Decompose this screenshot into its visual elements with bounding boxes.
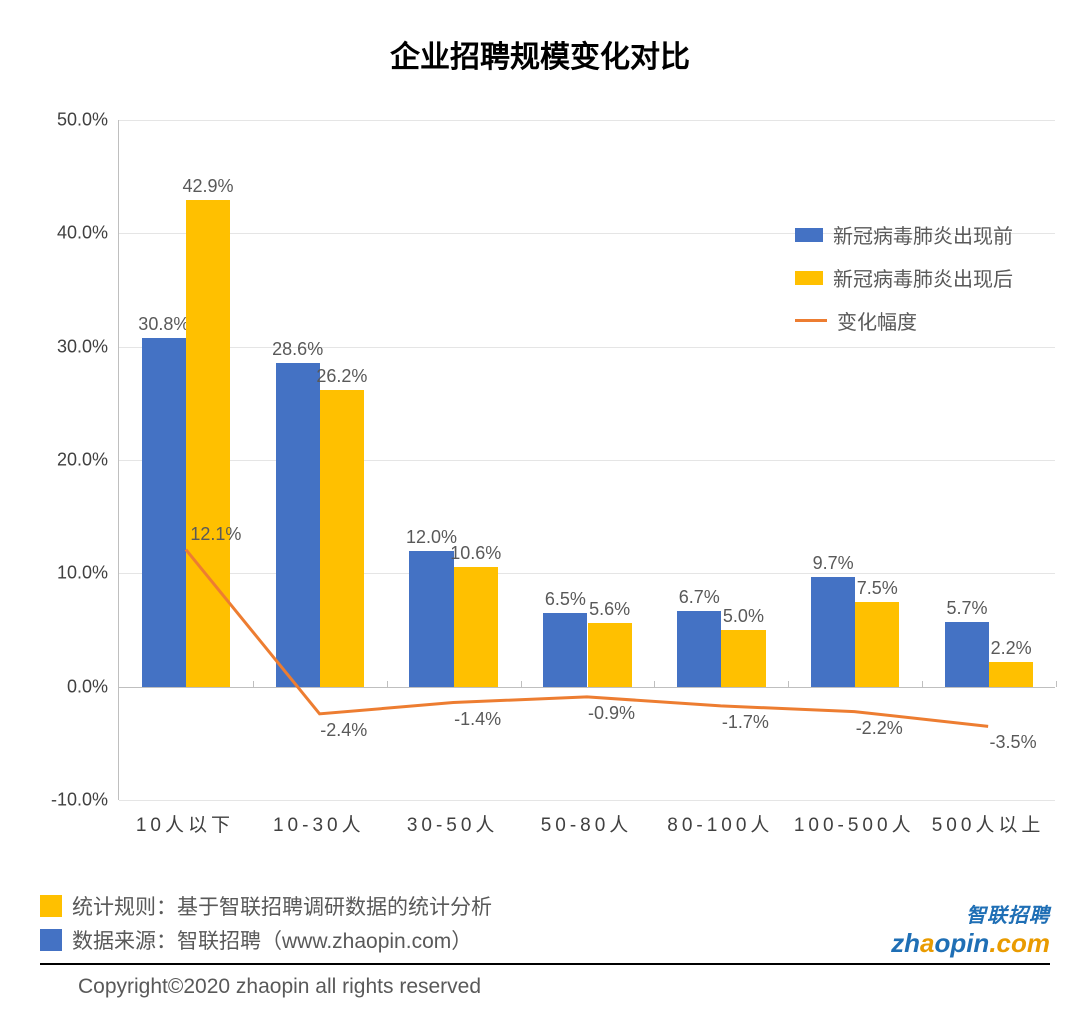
legend-square-swatch <box>795 228 823 242</box>
brand-en: zhaopin.com <box>891 928 1050 959</box>
x-label: 500人以上 <box>932 810 1045 837</box>
bar-label: 6.5% <box>545 589 586 610</box>
line-label: -3.5% <box>990 732 1037 753</box>
x-label: 100-500人 <box>794 810 915 837</box>
line-label: -2.2% <box>856 718 903 739</box>
y-tick: -10.0% <box>51 790 108 811</box>
line-label: -1.4% <box>454 709 501 730</box>
rule-swatch <box>40 895 62 917</box>
bar <box>677 611 721 687</box>
legend-label: 变化幅度 <box>837 306 917 335</box>
line-label: 12.1% <box>190 524 241 545</box>
bar <box>989 662 1033 687</box>
bar <box>811 577 855 687</box>
copyright: Copyright©2020 zhaopin all rights reserv… <box>78 975 481 999</box>
x-label: 80-100人 <box>667 810 773 837</box>
source-swatch <box>40 929 62 951</box>
y-tick: 10.0% <box>57 563 108 584</box>
bar-label: 7.5% <box>857 578 898 599</box>
bar <box>320 390 364 687</box>
bar-label: 26.2% <box>316 366 367 387</box>
legend-item: 新冠病毒肺炎出现前 <box>795 220 1013 249</box>
x-axis-labels: 10人以下 10-30人 30-50人 50-80人 80-100人 100-500人 50… <box>118 800 1055 840</box>
bar-label: 9.7% <box>813 553 854 574</box>
y-axis: -10.0%0.0%10.0%20.0%30.0%40.0%50.0% <box>40 120 118 800</box>
bar-label: 10.6% <box>450 543 501 564</box>
y-tick: 40.0% <box>57 223 108 244</box>
bar <box>543 613 587 687</box>
bar <box>454 567 498 687</box>
bar <box>721 630 765 687</box>
legend-line-swatch <box>795 319 827 322</box>
brand-cn: 智联招聘 <box>891 899 1050 928</box>
x-label: 10人以下 <box>136 810 234 837</box>
legend-label: 新冠病毒肺炎出现后 <box>833 263 1013 292</box>
bar <box>409 551 453 687</box>
x-label: 10-30人 <box>273 810 365 837</box>
footer-divider <box>40 963 1050 965</box>
gridline <box>119 460 1055 461</box>
line-label: -1.7% <box>722 712 769 733</box>
bar-label: 5.6% <box>589 599 630 620</box>
bar-label: 6.7% <box>679 587 720 608</box>
bar <box>276 363 320 687</box>
gridline <box>119 573 1055 574</box>
bar <box>142 338 186 687</box>
bar <box>855 602 899 687</box>
rule-text: 统计规则：基于智联招聘调研数据的统计分析 <box>72 891 492 921</box>
source-text: 数据来源：智联招聘（www.zhaopin.com） <box>72 925 472 955</box>
line-label: -0.9% <box>588 703 635 724</box>
bar <box>588 623 632 686</box>
zero-line <box>119 687 1055 688</box>
bar-label: 5.0% <box>723 606 764 627</box>
x-tick <box>1056 681 1057 687</box>
chart-title: 企业招聘规模变化对比 <box>0 0 1080 76</box>
gridline <box>119 120 1055 121</box>
legend-label: 新冠病毒肺炎出现前 <box>833 220 1013 249</box>
legend-square-swatch <box>795 271 823 285</box>
bar-label: 2.2% <box>991 638 1032 659</box>
bar <box>945 622 989 687</box>
y-tick: 20.0% <box>57 450 108 471</box>
bar-label: 5.7% <box>946 598 987 619</box>
x-label: 30-50人 <box>407 810 499 837</box>
bar <box>186 200 230 686</box>
legend-item: 变化幅度 <box>795 306 1013 335</box>
bar-label: 28.6% <box>272 339 323 360</box>
bar-label: 42.9% <box>182 176 233 197</box>
brand-logo: 智联招聘 zhaopin.com <box>891 899 1050 959</box>
legend-item: 新冠病毒肺炎出现后 <box>795 263 1013 292</box>
legend: 新冠病毒肺炎出现前新冠病毒肺炎出现后变化幅度 <box>795 220 1013 349</box>
y-tick: 30.0% <box>57 336 108 357</box>
line-label: -2.4% <box>320 720 367 741</box>
bar-label: 30.8% <box>138 314 189 335</box>
y-tick: 50.0% <box>57 110 108 131</box>
chart: -10.0%0.0%10.0%20.0%30.0%40.0%50.0% 30.8… <box>40 120 1055 840</box>
x-label: 50-80人 <box>541 810 633 837</box>
y-tick: 0.0% <box>67 676 108 697</box>
